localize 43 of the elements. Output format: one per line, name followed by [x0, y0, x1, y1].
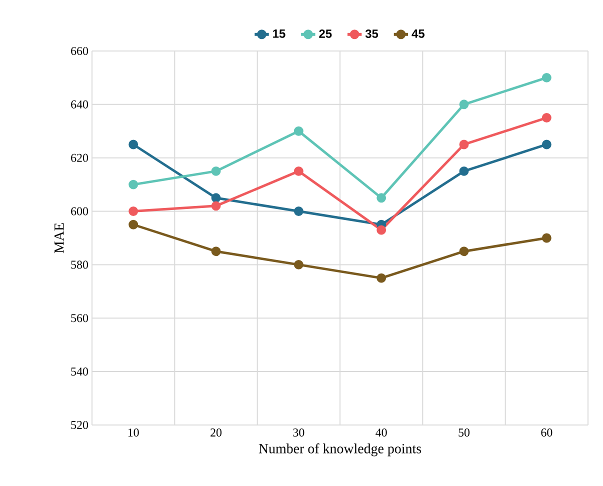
point: [459, 246, 469, 256]
y-tick-label: 540: [71, 368, 88, 376]
x-tick-label: 10: [128, 428, 139, 437]
point: [294, 126, 304, 136]
point: [294, 206, 304, 216]
y-tick-label: 520: [71, 420, 88, 430]
y-tick-label: 660: [71, 46, 88, 56]
legend-label: 25: [319, 29, 332, 38]
x-axis-title: Number of knowledge points: [258, 443, 422, 456]
y-tick-label: 640: [71, 100, 88, 108]
point: [376, 193, 386, 203]
legend-label: 45: [412, 30, 424, 38]
point: [128, 220, 138, 230]
y-tick-label: 560: [71, 314, 88, 322]
point: [211, 166, 221, 176]
point: [542, 233, 552, 243]
point: [211, 201, 221, 211]
legend-label: 15: [273, 30, 286, 38]
x-tick-label: 60: [541, 428, 552, 437]
point: [376, 225, 386, 235]
point: [128, 180, 138, 190]
point: [294, 166, 304, 176]
point: [128, 140, 138, 150]
point: [128, 206, 138, 216]
point: [459, 100, 469, 110]
x-tick-label: 50: [458, 428, 470, 437]
point: [459, 140, 469, 150]
point: [459, 166, 469, 176]
point: [211, 193, 221, 203]
y-tick-label: 620: [71, 154, 88, 162]
point: [294, 260, 304, 270]
y-tick-label: 580: [71, 260, 88, 269]
x-tick-label: 20: [210, 428, 222, 437]
point: [542, 113, 552, 122]
x-tick-label: 40: [376, 428, 387, 437]
legend-label: 35: [365, 29, 378, 38]
x-tick-label: 30: [293, 428, 304, 437]
y-tick-label: 600: [71, 207, 88, 216]
y-axis-title: MAE: [54, 223, 64, 254]
point: [211, 246, 221, 256]
point: [542, 72, 552, 82]
point: [542, 140, 552, 150]
point: [376, 273, 386, 283]
